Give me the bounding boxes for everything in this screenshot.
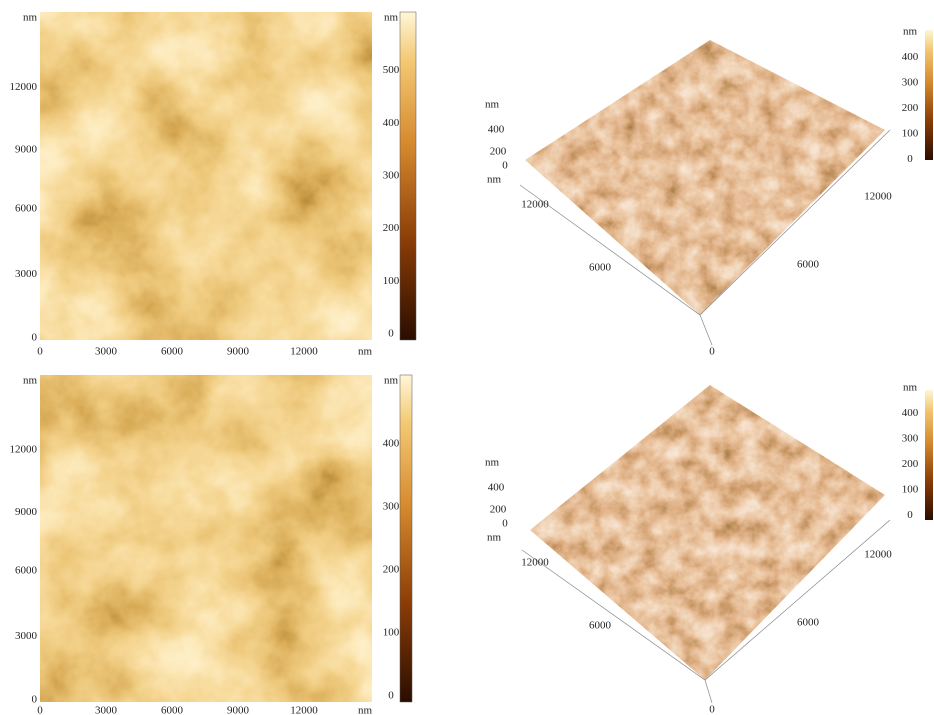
axis-label: 6000 xyxy=(797,617,820,629)
axis-label: 100 xyxy=(902,484,919,496)
axis-label: 400 xyxy=(488,482,505,494)
axis-label: nm xyxy=(485,99,500,111)
axis-label: 300 xyxy=(902,77,919,89)
axis-label: 0 xyxy=(502,160,508,172)
axis-label: nm xyxy=(358,346,373,358)
axis-label: 500 xyxy=(383,64,400,76)
axis-label: 300 xyxy=(383,501,400,513)
axis-label: 0 xyxy=(388,690,394,702)
axis-label: nm xyxy=(485,457,500,469)
axis-label: 0 xyxy=(32,694,38,706)
axis-label: 200 xyxy=(490,146,507,158)
axis-label: 200 xyxy=(383,222,400,234)
axis-label: 12000 xyxy=(290,346,318,358)
axis-label: nm xyxy=(384,12,399,24)
axis-label: 400 xyxy=(902,407,919,419)
axis-label: 100 xyxy=(902,128,919,140)
axis-label: nm xyxy=(903,382,918,394)
surface-3d-1 xyxy=(519,30,933,346)
axis-label: 12000 xyxy=(10,81,38,93)
axis-label: 6000 xyxy=(15,202,38,214)
axis-label: 3000 xyxy=(15,268,38,280)
axis-label: 6000 xyxy=(161,705,184,715)
axis-label: 12000 xyxy=(864,191,892,203)
axis-label: 9000 xyxy=(15,143,38,155)
axis-label: nm xyxy=(23,375,38,387)
axis-label: 12000 xyxy=(864,549,892,561)
axis-label: 0 xyxy=(907,509,913,521)
height-map-1 xyxy=(40,11,417,341)
axis-label: 400 xyxy=(902,51,919,63)
axis-label: 0 xyxy=(709,346,715,358)
axis-label: 12000 xyxy=(521,557,549,569)
axis-label: 6000 xyxy=(589,620,612,632)
axis-label: 3000 xyxy=(95,705,118,715)
axis-label: 0 xyxy=(502,518,508,530)
axis-label: nm xyxy=(903,26,918,38)
axis-label: 6000 xyxy=(797,259,820,271)
axis-label: 3000 xyxy=(95,346,118,358)
axis-label: 400 xyxy=(383,117,400,129)
axis-label: 0 xyxy=(37,705,43,715)
axis-label: 9000 xyxy=(227,705,250,715)
surface-3d-2 xyxy=(521,385,933,704)
axis-label: 200 xyxy=(902,458,919,470)
axis-label: 6000 xyxy=(589,262,612,274)
axis-label: 9000 xyxy=(227,346,250,358)
axis-label: 0 xyxy=(388,328,394,340)
axis-label: 0 xyxy=(37,346,43,358)
axis-label: 300 xyxy=(383,170,400,182)
axis-label: 9000 xyxy=(15,506,38,518)
axis-label: nm xyxy=(358,705,373,715)
axis-label: 200 xyxy=(383,564,400,576)
axis-label: 12000 xyxy=(521,199,549,211)
axis-label: 0 xyxy=(32,332,38,344)
axis-label: nm xyxy=(384,375,399,387)
height-map-2 xyxy=(40,374,413,703)
axis-label: 3000 xyxy=(15,630,38,642)
axis-label: 100 xyxy=(383,275,400,287)
axis-label: 400 xyxy=(488,124,505,136)
axis-label: nm xyxy=(487,174,502,186)
axis-label: nm xyxy=(23,12,38,24)
axis-label: 100 xyxy=(383,627,400,639)
axis-label: 200 xyxy=(490,504,507,516)
axis-label: 400 xyxy=(383,438,400,450)
axis-label: nm xyxy=(487,532,502,544)
axis-label: 300 xyxy=(902,433,919,445)
axis-label: 6000 xyxy=(15,565,38,577)
axis-label: 6000 xyxy=(161,346,184,358)
axis-label: 200 xyxy=(902,102,919,114)
axis-label: 0 xyxy=(907,153,913,165)
axis-label: 12000 xyxy=(10,444,38,456)
axis-label: 0 xyxy=(709,704,715,715)
axis-label: 12000 xyxy=(290,705,318,715)
